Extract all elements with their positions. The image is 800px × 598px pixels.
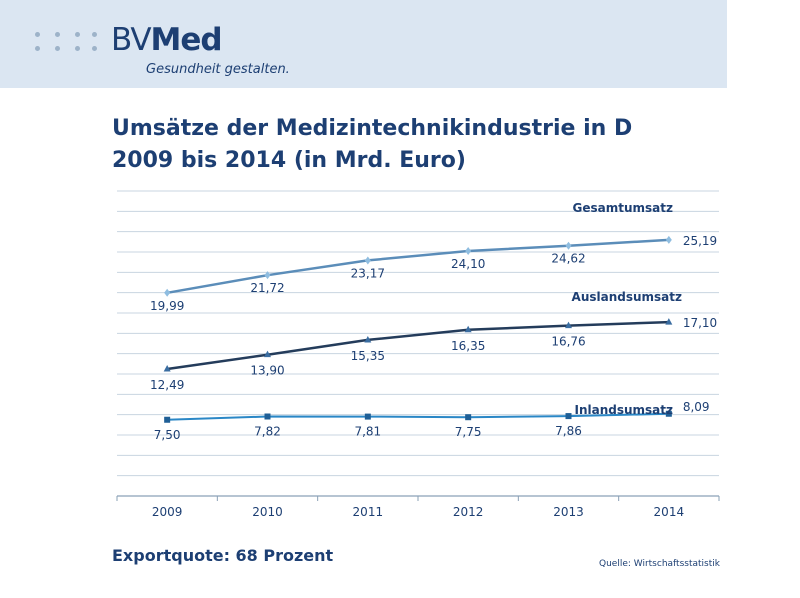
data-label-gesamtumsatz: 24,62 [551,252,585,266]
series-name-auslandsumsatz: Auslandsumsatz [572,290,682,304]
series-name-inlandsumsatz: Inlandsumsatz [574,403,673,417]
data-point-auslandsumsatz [264,350,271,358]
data-label-auslandsumsatz: 16,35 [451,339,485,353]
x-tick-label: 2011 [353,505,384,519]
logo-tagline: Gesundheit gestalten. [146,62,290,77]
data-label-auslandsumsatz: 13,90 [250,364,284,378]
data-point-gesamtumsatz [665,235,672,244]
data-point-inlandsumsatz [264,413,271,420]
data-point-auslandsumsatz [565,321,572,329]
source-note: Quelle: Wirtschaftsstatistik [599,559,720,569]
data-point-inlandsumsatz [364,413,371,420]
data-point-inlandsumsatz [565,413,572,420]
series-line-gesamtumsatz [165,238,671,295]
x-tick-label: 2014 [654,505,685,519]
data-point-inlandsumsatz [665,410,672,417]
chart-title: Umsätze der Medizintechnikindustrie in D… [112,113,632,177]
data-label-gesamtumsatz: 19,99 [150,299,184,313]
data-label-inlandsumsatz: 7,82 [254,424,281,438]
data-label-gesamtumsatz: 25,19 [683,234,717,248]
data-label-gesamtumsatz: 24,10 [451,257,485,271]
series-line-auslandsumsatz [165,320,671,371]
header-band: BVMed Gesundheit gestalten. [0,0,727,88]
data-label-inlandsumsatz: 7,50 [154,428,181,442]
data-label-inlandsumsatz: 7,86 [555,424,582,438]
data-label-inlandsumsatz: 8,09 [683,400,710,414]
logo-part-med: Med [150,22,223,58]
x-tick-label: 2012 [453,505,484,519]
chart-title-line-1: Umsätze der Medizintechnikindustrie in D [112,116,633,141]
data-label-gesamtumsatz: 21,72 [250,281,284,295]
data-point-gesamtumsatz [364,256,371,265]
data-point-gesamtumsatz [264,271,271,280]
series-name-gesamtumsatz: Gesamtumsatz [573,201,673,215]
data-label-auslandsumsatz: 16,76 [551,335,585,349]
chart-title-line-2: 2009 bis 2014 (in Mrd. Euro) [112,148,466,173]
data-point-auslandsumsatz [163,365,171,372]
data-label-inlandsumsatz: 7,75 [455,425,482,439]
export-quota-note: Exportquote: 68 Prozent [112,546,334,565]
data-label-auslandsumsatz: 12,49 [150,378,184,392]
data-label-inlandsumsatz: 7,81 [354,425,381,439]
data-point-auslandsumsatz [364,335,372,343]
data-label-auslandsumsatz: 15,35 [351,349,385,363]
data-point-inlandsumsatz [164,416,171,423]
data-label-auslandsumsatz: 17,10 [683,316,717,330]
data-point-gesamtumsatz [565,241,572,250]
logo-part-bv: BV [111,22,152,58]
x-tick-label: 2013 [553,505,584,519]
bvmed-logo: BVMed [111,22,223,58]
x-tick-label: 2009 [152,505,183,519]
data-point-auslandsumsatz [464,325,472,333]
data-point-gesamtumsatz [465,246,472,255]
data-point-gesamtumsatz [164,288,171,297]
x-tick-label: 2010 [252,505,283,519]
data-label-gesamtumsatz: 23,17 [351,266,385,280]
data-point-auslandsumsatz [665,318,673,325]
data-point-inlandsumsatz [465,414,472,421]
series-line-inlandsumsatz [166,412,670,421]
